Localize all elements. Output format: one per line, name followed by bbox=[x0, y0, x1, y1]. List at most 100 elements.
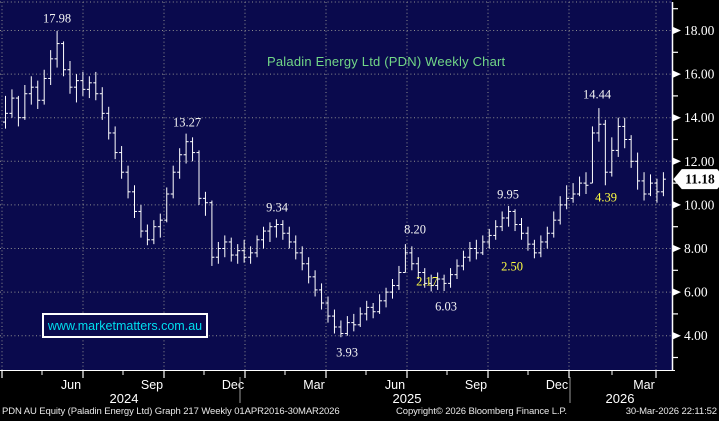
ohlc-bar bbox=[648, 174, 653, 197]
ohlc-bar bbox=[267, 222, 273, 242]
ohlc-bar bbox=[106, 106, 112, 140]
ohlc-bar bbox=[177, 148, 183, 179]
y-axis-arrow-tick bbox=[672, 200, 681, 209]
ohlc-bar bbox=[3, 95, 8, 129]
ohlc-bar bbox=[241, 239, 247, 263]
ohlc-bar bbox=[325, 296, 331, 323]
ohlc-bar bbox=[370, 303, 376, 319]
ohlc-bar bbox=[280, 220, 286, 240]
ohlc-bar bbox=[428, 274, 434, 292]
ohlc-bar bbox=[119, 146, 125, 179]
x-axis-month-label: Jun bbox=[61, 378, 81, 392]
ohlc-bar bbox=[570, 183, 576, 203]
ohlc-bar bbox=[28, 76, 34, 105]
ohlc-bar bbox=[402, 244, 408, 273]
y-axis-label: 12.00 bbox=[684, 154, 715, 169]
price-annotation: 3.93 bbox=[336, 346, 358, 360]
y-axis-arrow-tick bbox=[672, 157, 681, 166]
ohlc-bar bbox=[486, 228, 492, 249]
ohlc-bar bbox=[196, 150, 202, 205]
ohlc-bar bbox=[331, 309, 337, 334]
ohlc-bar bbox=[538, 235, 544, 258]
ohlc-bar bbox=[48, 50, 54, 85]
y-axis-label: 6.00 bbox=[684, 285, 708, 300]
ohlc-bar bbox=[654, 178, 660, 203]
ohlc-bar bbox=[344, 316, 350, 336]
ohlc-bar bbox=[422, 268, 428, 288]
y-axis-arrow-tick bbox=[672, 26, 681, 35]
ohlc-bar bbox=[157, 213, 163, 238]
ohlc-bar bbox=[409, 246, 415, 271]
ohlc-bar bbox=[215, 241, 221, 264]
ohlc-bar bbox=[506, 205, 512, 227]
ohlc-bar bbox=[660, 172, 666, 197]
plot-area[interactable] bbox=[0, 0, 672, 371]
ohlc-bar bbox=[67, 61, 73, 94]
ohlc-bar bbox=[499, 211, 505, 232]
ohlc-bar bbox=[86, 76, 92, 99]
ohlc-bar bbox=[519, 217, 524, 240]
ohlc-bar bbox=[357, 307, 363, 327]
ohlc-bar bbox=[338, 320, 344, 338]
ohlc-bar bbox=[351, 313, 357, 332]
y-axis-label: 8.00 bbox=[684, 241, 708, 256]
price-annotation: 14.44 bbox=[583, 88, 612, 102]
x-axis-month-label: Dec bbox=[546, 378, 568, 392]
x-axis-year-label: 2026 bbox=[606, 391, 635, 406]
security-descriptor: PDN AU Equity (Paladin Energy Ltd) Graph… bbox=[2, 406, 340, 417]
ohlc-bar bbox=[54, 30, 60, 68]
ohlc-bar bbox=[132, 185, 137, 218]
x-axis-month-label: Dec bbox=[222, 378, 244, 392]
ohlc-bar bbox=[583, 172, 589, 194]
ohlc-bar bbox=[383, 287, 389, 308]
ohlc-bar bbox=[564, 185, 570, 210]
y-axis-label: 18.00 bbox=[684, 23, 715, 38]
ohlc-bar bbox=[73, 74, 79, 103]
ohlc-bar bbox=[467, 241, 473, 262]
x-axis-month-label: Sep bbox=[465, 378, 487, 392]
ohlc-bar bbox=[299, 246, 305, 271]
marketmatters-watermark-box: www.marketmatters.com.au bbox=[42, 313, 208, 338]
ohlc-bar bbox=[254, 235, 260, 258]
y-axis-label: 16.00 bbox=[684, 67, 715, 82]
ohlc-bar bbox=[222, 235, 228, 258]
ohlc-bar bbox=[531, 239, 537, 259]
ohlc-bar bbox=[448, 268, 454, 288]
y-axis-label: 14.00 bbox=[684, 110, 715, 125]
ohlc-bar bbox=[312, 270, 318, 297]
ohlc-bar bbox=[635, 152, 641, 190]
ohlc-bar bbox=[460, 250, 466, 271]
last-price-tag bbox=[673, 169, 719, 190]
ohlc-bar bbox=[286, 226, 292, 249]
ohlc-bar bbox=[390, 279, 395, 299]
price-annotation: 2.17 bbox=[416, 275, 438, 289]
ohlc-bar bbox=[99, 87, 105, 120]
ohlc-bar bbox=[415, 257, 421, 280]
ohlc-bar bbox=[628, 135, 634, 168]
y-axis-label: 4.00 bbox=[684, 328, 708, 343]
y-axis-arrow-tick bbox=[672, 244, 681, 253]
ohlc-bar bbox=[164, 187, 170, 223]
price-annotation: 2.50 bbox=[501, 260, 523, 274]
ohlc-bar bbox=[170, 165, 176, 199]
ohlc-bar bbox=[151, 220, 157, 245]
ohlc-bar bbox=[577, 176, 583, 197]
ohlc-bar bbox=[622, 117, 628, 149]
y-axis-arrow-tick bbox=[672, 331, 681, 340]
ohlc-bar bbox=[202, 191, 208, 216]
ohlc-bar bbox=[306, 257, 312, 284]
ohlc-bar bbox=[261, 226, 266, 249]
ohlc-bar bbox=[454, 259, 460, 280]
price-annotation: 13.27 bbox=[173, 116, 201, 130]
copyright-text: Copyright© 2026 Bloomberg Finance L.P. bbox=[396, 406, 567, 417]
ohlc-bar bbox=[473, 239, 479, 260]
ohlc-bar bbox=[589, 126, 595, 184]
ohlc-bar bbox=[551, 211, 557, 238]
ohlc-bar bbox=[609, 137, 615, 177]
ohlc-bar bbox=[480, 235, 486, 256]
ohlc-bar bbox=[293, 235, 299, 260]
last-price-value: 11.18 bbox=[685, 172, 715, 187]
ohlc-bar bbox=[512, 209, 518, 232]
